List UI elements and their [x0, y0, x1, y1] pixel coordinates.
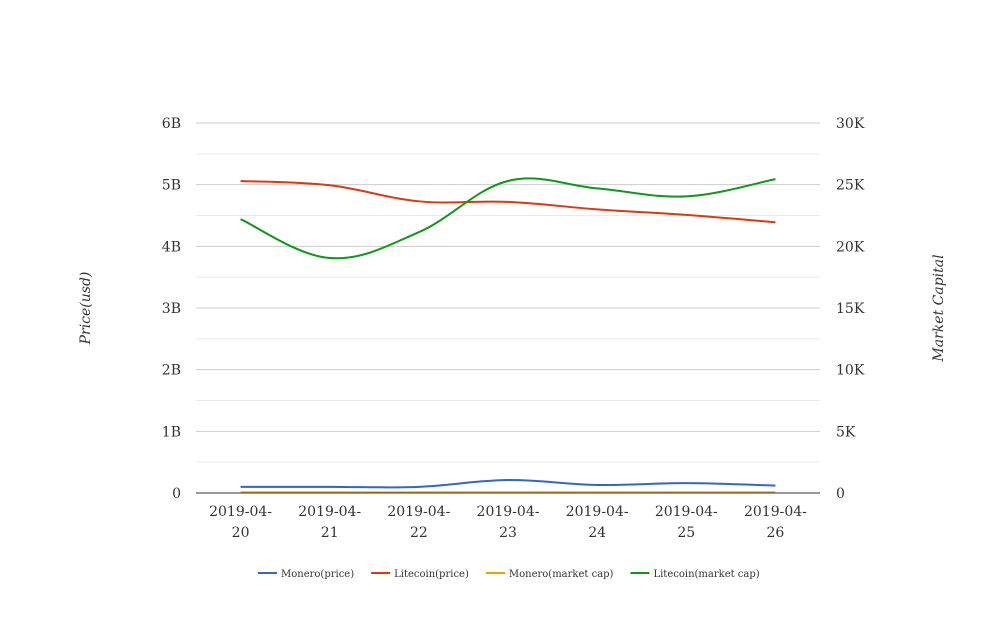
- x-tick-label: 2019-04-: [744, 504, 807, 520]
- x-tick-label: 2019-04-: [566, 504, 629, 520]
- y2-tick-label: 20K: [836, 239, 865, 255]
- x-tick-label: 26: [767, 525, 785, 541]
- y2-tick-label: 0: [836, 486, 845, 502]
- x-tick-label: 22: [410, 525, 428, 541]
- x-tick-label: 24: [588, 525, 606, 541]
- series-line: [241, 181, 776, 222]
- legend-item[interactable]: Monero(price): [258, 569, 354, 580]
- y-tick-label: 6B: [162, 116, 181, 132]
- y2-tick-label: 30K: [836, 116, 865, 132]
- series-litecoin-price: [241, 181, 776, 222]
- y-tick-label: 0: [172, 486, 181, 502]
- x-tick-label: 2019-04-: [209, 504, 272, 520]
- x-tick-label: 2019-04-: [387, 504, 450, 520]
- series-monero-price: [241, 480, 776, 487]
- y-tick-label: 5B: [162, 178, 181, 194]
- y-axis-title: Price(usd): [78, 272, 94, 346]
- legend-item[interactable]: Monero(market cap): [486, 569, 614, 580]
- y2-axis-title: Market Capital: [931, 254, 947, 362]
- y2-tick-label: 25K: [836, 178, 865, 194]
- legend-label: Monero(price): [281, 569, 354, 580]
- x-tick-label: 2019-04-: [298, 504, 361, 520]
- y2-tick-label: 10K: [836, 363, 865, 379]
- y2-tick-label: 5K: [836, 424, 856, 440]
- y-tick-label: 4B: [162, 239, 181, 255]
- y-tick-label: 3B: [162, 301, 181, 317]
- legend-label: Litecoin(price): [394, 569, 469, 580]
- y-tick-label: 1B: [162, 424, 181, 440]
- legend-label: Monero(market cap): [509, 569, 614, 580]
- legend-label: Litecoin(market cap): [653, 569, 759, 580]
- y-tick-label: 2B: [162, 363, 181, 379]
- x-tick-label: 23: [499, 525, 517, 541]
- legend-item[interactable]: Litecoin(price): [371, 569, 469, 580]
- x-tick-label: 20: [232, 525, 250, 541]
- legend-item[interactable]: Litecoin(market cap): [630, 569, 759, 580]
- x-tick-label: 21: [321, 525, 339, 541]
- y2-tick-label: 15K: [836, 301, 865, 317]
- series-line: [241, 480, 776, 487]
- x-tick-label: 25: [677, 525, 695, 541]
- x-tick-label: 2019-04-: [477, 504, 540, 520]
- x-tick-label: 2019-04-: [655, 504, 718, 520]
